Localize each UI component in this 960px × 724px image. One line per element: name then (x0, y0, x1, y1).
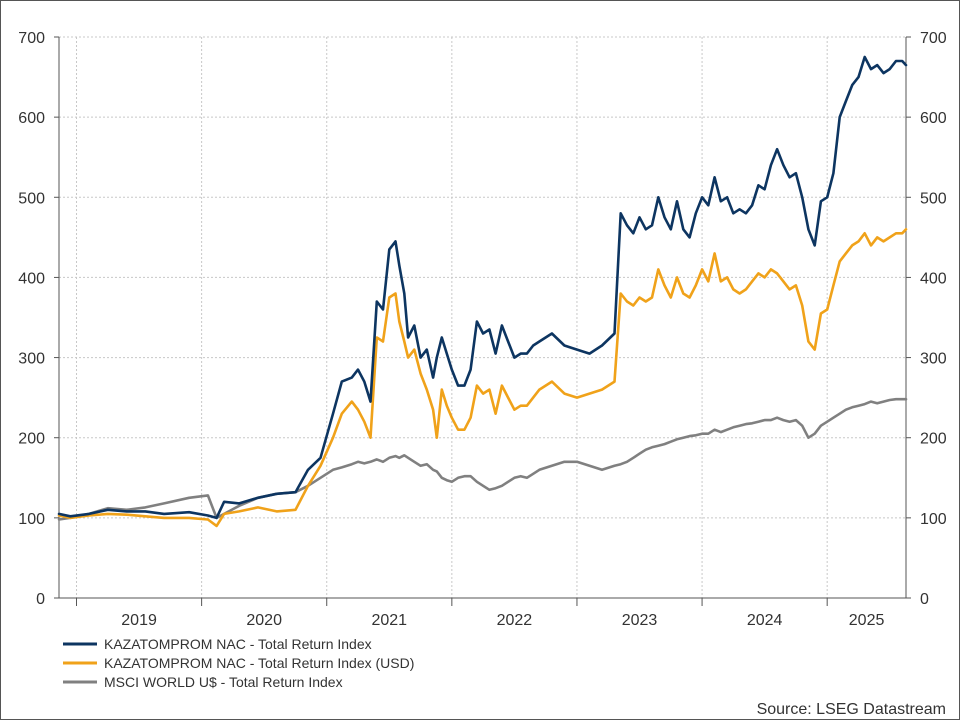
source-label: Source: LSEG Datastream (757, 701, 946, 718)
y-tick-label-right: 700 (920, 30, 947, 47)
y-tick-label-left: 300 (18, 351, 45, 368)
series-line-3 (57, 397, 908, 521)
y-tick-label-right: 100 (920, 511, 947, 528)
series-line-1 (57, 55, 908, 520)
y-tick-label-left: 100 (18, 511, 45, 528)
y-tick-label-left: 200 (18, 431, 45, 448)
y-tick-label-right: 500 (920, 190, 947, 207)
legend: KAZATOMPROM NAC - Total Return Index KAZA… (63, 636, 414, 690)
y-tick-label-left: 400 (18, 270, 45, 287)
y-tick-label-left: 600 (18, 110, 45, 127)
x-tick-label: 2025 (849, 612, 885, 629)
x-tick-label: 2022 (497, 612, 533, 629)
legend-label-1: KAZATOMPROM NAC - Total Return Index (104, 636, 372, 652)
y-tick-label-left: 500 (18, 190, 45, 207)
legend-label-3: MSCI WORLD U$ - Total Return Index (104, 674, 343, 690)
y-tick-label-right: 300 (920, 351, 947, 368)
y-tick-label-left: 0 (36, 591, 45, 608)
y-tick-label-right: 600 (920, 110, 947, 127)
y-tick-label-right: 200 (920, 431, 947, 448)
y-tick-label-right: 400 (920, 270, 947, 287)
x-tick-label: 2019 (121, 612, 157, 629)
series-lines (57, 55, 908, 528)
x-tick-label: 2021 (371, 612, 407, 629)
x-tick-label: 2023 (622, 612, 658, 629)
x-tick-label: 2020 (246, 612, 282, 629)
y-tick-label-right: 0 (920, 591, 929, 608)
grid-lines (59, 36, 906, 598)
x-tick-label: 2024 (747, 612, 783, 629)
legend-label-2: KAZATOMPROM NAC - Total Return Index (US… (104, 655, 414, 671)
axes: 0 0 100 100 200 200 300 300 400 400 500 500 600 600 70… (18, 30, 947, 629)
y-tick-label-left: 700 (18, 30, 45, 47)
series-line-2 (57, 228, 908, 528)
